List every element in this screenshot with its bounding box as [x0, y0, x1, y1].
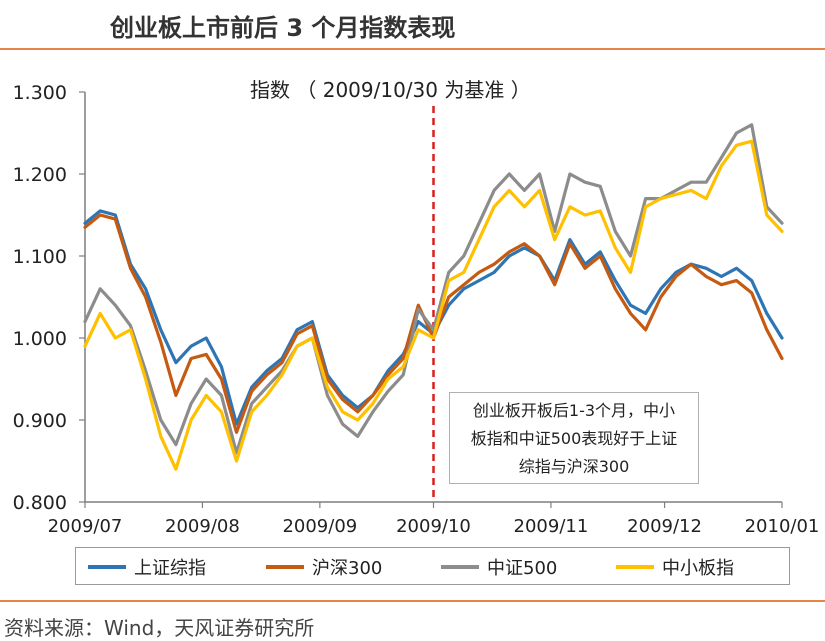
source-note: 资料来源：Wind，天风证券研究所 [4, 616, 315, 640]
legend-swatch-sme [616, 565, 654, 569]
x-tick-label: 2009/12 [627, 516, 702, 537]
series-line-4 [83, 139, 784, 471]
annotation-line-1: 创业板开板后1-3个月，中小 [472, 401, 676, 420]
title-divider [0, 48, 825, 50]
legend-label-shanghai: 上证综指 [134, 558, 206, 579]
chart-legend: 上证综指 沪深300 中证500 中小板指 [75, 547, 790, 585]
x-tick-label: 2009/10 [396, 516, 471, 537]
page-title: 创业板上市前后 3 个月指数表现 [110, 14, 456, 42]
legend-item-hs300: 沪深300 [266, 555, 382, 579]
x-tick-label: 2009/07 [48, 516, 123, 537]
x-tick-label: 2009/11 [514, 516, 589, 537]
y-tick-label: 0.800 [13, 492, 67, 514]
annotation-box: 创业板开板后1-3个月，中小 板指和中证500表现好于上证 综指与沪深300 [449, 392, 699, 484]
legend-swatch-shanghai [88, 565, 126, 569]
legend-item-shanghai: 上证综指 [88, 555, 206, 579]
legend-item-csi500: 中证500 [441, 555, 557, 579]
annotation-line-2: 板指和中证500表现好于上证 [470, 429, 678, 448]
y-tick-label: 1.100 [13, 246, 67, 268]
legend-item-sme: 中小板指 [616, 555, 734, 579]
chart-title: 指数 （ 2009/10/30 为基准 ） [250, 78, 531, 102]
x-tick-label: 2009/08 [165, 516, 240, 537]
y-tick-label: 1.000 [13, 328, 67, 350]
legend-swatch-csi500 [441, 565, 479, 569]
y-tick-label: 0.900 [13, 410, 67, 432]
x-tick-label: 2010/01 [745, 516, 820, 537]
source-divider [0, 600, 825, 602]
line-chart: 0.800 0.900 1.000 1.100 1.200 1.300 2009/07 200… [13, 82, 820, 537]
annotation-line-3: 综指与沪深300 [518, 457, 630, 476]
y-tick-label: 1.200 [13, 164, 67, 186]
x-tick-label: 2009/09 [282, 516, 357, 537]
y-tick-label: 1.300 [13, 82, 67, 104]
legend-label-csi500: 中证500 [487, 558, 558, 579]
legend-swatch-hs300 [266, 565, 304, 569]
legend-label-sme: 中小板指 [662, 558, 734, 579]
legend-label-hs300: 沪深300 [312, 558, 383, 579]
